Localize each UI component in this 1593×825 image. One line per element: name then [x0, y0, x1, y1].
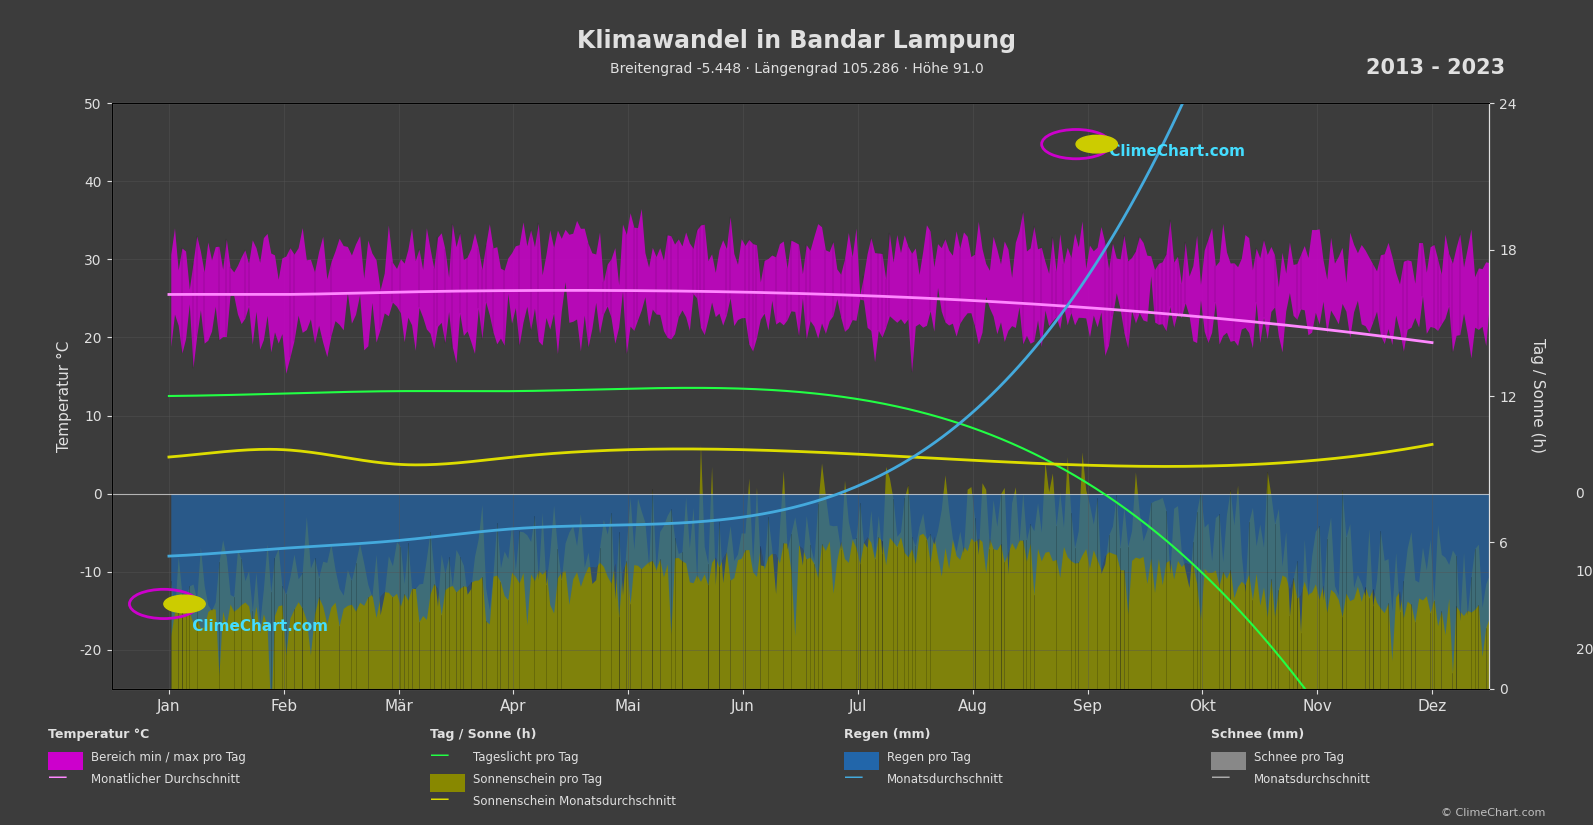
Text: Sonnenschein pro Tag: Sonnenschein pro Tag — [473, 773, 602, 786]
Text: Breitengrad -5.448 · Längengrad 105.286 · Höhe 91.0: Breitengrad -5.448 · Längengrad 105.286 … — [610, 62, 983, 76]
Y-axis label: Tag / Sonne (h): Tag / Sonne (h) — [1529, 338, 1545, 454]
Text: Bereich min / max pro Tag: Bereich min / max pro Tag — [91, 751, 245, 764]
Text: Regen pro Tag: Regen pro Tag — [887, 751, 972, 764]
Y-axis label: Temperatur °C: Temperatur °C — [57, 340, 72, 452]
Text: —: — — [844, 768, 863, 787]
Text: Schnee (mm): Schnee (mm) — [1211, 728, 1305, 742]
Text: Tageslicht pro Tag: Tageslicht pro Tag — [473, 751, 578, 764]
Circle shape — [1077, 135, 1117, 153]
Text: ClimeChart.com: ClimeChart.com — [188, 619, 328, 634]
Text: —: — — [430, 746, 449, 765]
Text: Temperatur °C: Temperatur °C — [48, 728, 150, 742]
Text: —: — — [1211, 768, 1230, 787]
Text: 10: 10 — [1575, 565, 1593, 578]
Text: 20: 20 — [1575, 643, 1593, 657]
Text: Sonnenschein Monatsdurchschnitt: Sonnenschein Monatsdurchschnitt — [473, 795, 675, 808]
Text: Schnee pro Tag: Schnee pro Tag — [1254, 751, 1344, 764]
Text: Klimawandel in Bandar Lampung: Klimawandel in Bandar Lampung — [577, 29, 1016, 53]
Text: 0: 0 — [1575, 487, 1585, 501]
Text: Regen (mm): Regen (mm) — [844, 728, 930, 742]
Text: —: — — [430, 790, 449, 809]
Text: Monatsdurchschnitt: Monatsdurchschnitt — [887, 773, 1004, 786]
Text: 2013 - 2023: 2013 - 2023 — [1367, 58, 1505, 78]
Text: ClimeChart.com: ClimeChart.com — [1104, 144, 1244, 159]
Text: —: — — [48, 768, 67, 787]
Text: Monatlicher Durchschnitt: Monatlicher Durchschnitt — [91, 773, 241, 786]
Text: Monatsdurchschnitt: Monatsdurchschnitt — [1254, 773, 1370, 786]
Circle shape — [164, 595, 205, 613]
Text: Tag / Sonne (h): Tag / Sonne (h) — [430, 728, 537, 742]
Text: © ClimeChart.com: © ClimeChart.com — [1440, 808, 1545, 818]
